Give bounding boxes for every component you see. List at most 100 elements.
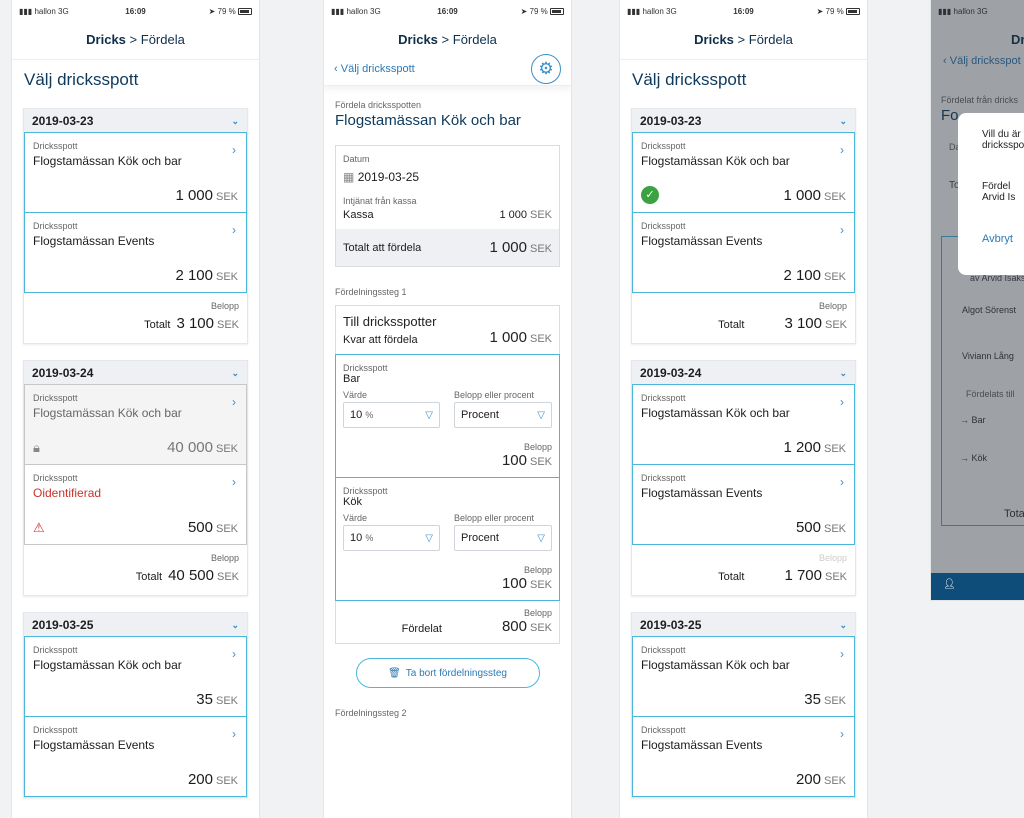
chevron-down-icon[interactable]: ⌄ xyxy=(231,367,239,378)
chevron-right-icon: › xyxy=(840,223,844,237)
target-pot-kok: Dricksspott Kök Värde Belopp eller procent… xyxy=(335,477,560,601)
chevron-down-icon[interactable]: ⌄ xyxy=(231,115,239,126)
battery-icon xyxy=(550,7,564,15)
date-value[interactable]: ▦ 2019-03-25 xyxy=(343,170,420,184)
day-group: 2019-03-25 ⌄ Dricksspott Flogstamässan Kök… xyxy=(23,612,248,798)
clock: 16:09 xyxy=(733,6,754,16)
phone-screen-2: ▮▮▮ hallon 3G 16:09 ➤ 79 % Dricks > Förd… xyxy=(324,0,571,818)
chevron-down-icon: ▽ xyxy=(425,409,433,421)
chevron-right-icon: › xyxy=(232,223,236,237)
clock: 16:09 xyxy=(125,6,146,16)
app-header: Dr xyxy=(1011,32,1024,47)
pot-card[interactable]: Dricksspott Flogstamässan Events › 200 SEK xyxy=(632,716,855,797)
pot-title: Flogstamässan Kök och bar xyxy=(335,112,521,129)
chevron-right-icon: › xyxy=(840,395,844,409)
back-bar: ‹ Välj dricksspott ⚙ xyxy=(324,52,571,86)
battery-icon xyxy=(846,7,860,15)
back-link[interactable]: ‹ Välj dricksspot xyxy=(943,55,1021,67)
carrier: ▮▮▮ hallon 3G xyxy=(938,6,988,16)
day-header[interactable]: 2019-03-23 ⌄ xyxy=(632,109,855,133)
phone-screen-3: ▮▮▮ hallon 3G 16:09 ➤ 79 % Dricks > Förd… xyxy=(620,0,867,818)
back-link[interactable]: ‹ Välj dricksspott xyxy=(334,62,415,75)
pot-card[interactable]: Dricksspott Flogstamässan Events › 500 SEK xyxy=(632,464,855,545)
chevron-down-icon[interactable]: ⌄ xyxy=(839,619,847,630)
day-total: Belopp Totalt 40 500 SEK xyxy=(135,553,239,584)
chevron-right-icon: › xyxy=(232,727,236,741)
day-total: Belopp Totalt 3 100 SEK xyxy=(144,301,239,332)
pot-card[interactable]: Dricksspott Flogstamässan Kök och bar › 1 2… xyxy=(632,384,855,465)
pot-card[interactable]: Dricksspott Flogstamässan Events › 2 100 SEK xyxy=(24,212,247,293)
day-group: 2019-03-24 ⌄ Dricksspott Flogstamässan Kök… xyxy=(631,360,856,596)
pot-card-distributed[interactable]: Dricksspott Flogstamässan Kök och bar › ✓ 1 … xyxy=(632,132,855,213)
pot-card[interactable]: Dricksspott Flogstamässan Kök och bar › 35 S… xyxy=(632,636,855,717)
remove-step-button[interactable]: 🗑︎ Ta bort fördelningssteg xyxy=(355,658,540,688)
date-label: Da xyxy=(949,142,961,152)
pot-card[interactable]: Dricksspott Flogstamässan Kök och bar › 1 0… xyxy=(24,132,247,213)
day-header[interactable]: 2019-03-23 ⌄ xyxy=(24,109,247,133)
chevron-right-icon: › xyxy=(232,395,236,409)
carrier: ▮▮▮ hallon 3G xyxy=(331,6,381,16)
checkmark-icon: ✓ xyxy=(641,186,659,204)
chevron-right-icon: › xyxy=(840,727,844,741)
chevron-right-icon: › xyxy=(232,647,236,661)
trash-icon: 🗑︎ xyxy=(388,667,401,679)
bottom-nav: 👤︎ xyxy=(931,573,1024,600)
phone-screen-1: ▮▮▮ hallon 3G 16:09 ➤ 79 % Dricks > Förd… xyxy=(12,0,259,818)
chevron-down-icon: ▽ xyxy=(537,532,545,544)
chevron-down-icon: ▽ xyxy=(537,409,545,421)
phone-screen-4: ▮▮▮ hallon 3G Dr ‹ Välj dricksspot Förde… xyxy=(931,0,1024,600)
day-group: 2019-03-23 ⌄ Dricksspott Flogstamässan Kök… xyxy=(631,108,856,344)
chevron-down-icon[interactable]: ⌄ xyxy=(231,619,239,630)
pot-card[interactable]: Dricksspott Flogstamässan Kök och bar › 35 S… xyxy=(24,636,247,717)
page-title: Välj dricksspott xyxy=(24,70,139,89)
type-select[interactable]: Procent ▽ xyxy=(454,402,552,428)
status-bar: ▮▮▮ hallon 3G 16:09 ➤ 79 % xyxy=(12,0,259,22)
chevron-down-icon: ▽ xyxy=(425,532,433,544)
app-header: Dricks > Fördela xyxy=(620,22,867,60)
summary-card: Datum ▦ 2019-03-25 Intjänat från kassa K… xyxy=(335,145,560,267)
chevron-right-icon: › xyxy=(840,647,844,661)
value-input[interactable]: 10 % ▽ xyxy=(343,525,440,551)
warning-icon: ⚠ xyxy=(33,520,45,535)
pot-card-locked[interactable]: Dricksspott Flogstamässan Kök och bar › 🔒︎ 4… xyxy=(24,384,247,465)
distribution-step: Till dricksspotter Kvar att fördela 1 000… xyxy=(335,305,560,644)
day-header[interactable]: 2019-03-24 ⌄ xyxy=(24,361,247,385)
modal-overlay[interactable] xyxy=(931,0,1024,600)
chevron-right-icon: › xyxy=(840,143,844,157)
section-subtitle: Fördela dricksspotten xyxy=(335,100,422,110)
app-header: Dricks > Fördela xyxy=(12,22,259,60)
type-select[interactable]: Procent ▽ xyxy=(454,525,552,551)
chevron-right-icon: › xyxy=(232,475,236,489)
carrier: ▮▮▮ hallon 3G xyxy=(19,6,69,16)
battery-icon xyxy=(238,7,252,15)
status-bar: ▮▮▮ hallon 3G xyxy=(931,0,1024,22)
day-header[interactable]: 2019-03-25 ⌄ xyxy=(24,613,247,637)
value-input[interactable]: 10 % ▽ xyxy=(343,402,440,428)
user-icon[interactable]: 👤︎ xyxy=(943,579,956,590)
pot-card[interactable]: Dricksspott Flogstamässan Events › 200 SEK xyxy=(24,716,247,797)
lock-icon: 🔒︎ xyxy=(33,440,40,455)
gear-icon[interactable]: ⚙ xyxy=(531,53,561,84)
step-label: Fördelningssteg 1 xyxy=(335,287,407,297)
day-group: 2019-03-25 ⌄ Dricksspott Flogstamässan Kök… xyxy=(631,612,856,798)
chevron-down-icon[interactable]: ⌄ xyxy=(839,115,847,126)
day-header[interactable]: 2019-03-24 ⌄ xyxy=(632,361,855,385)
pot-card[interactable]: Dricksspott Flogstamässan Events › 2 100 SEK xyxy=(632,212,855,293)
battery: ➤ 79 % xyxy=(521,7,564,16)
day-header[interactable]: 2019-03-25 ⌄ xyxy=(632,613,855,637)
app-header: Dricks > Fördela xyxy=(398,32,497,47)
battery: ➤ 79 % xyxy=(817,7,860,16)
chevron-down-icon[interactable]: ⌄ xyxy=(839,367,847,378)
day-group: 2019-03-24 ⌄ Dricksspott Flogstamässan Kök… xyxy=(23,360,248,596)
clock: 16:09 xyxy=(437,6,458,16)
status-bar: ▮▮▮ hallon 3G 16:09 ➤ 79 % xyxy=(324,0,571,22)
chevron-right-icon: › xyxy=(232,143,236,157)
pot-card-unidentified[interactable]: Dricksspott Oidentifierad › ⚠ 500 SEK xyxy=(24,464,247,545)
day-group: 2019-03-23 ⌄ Dricksspott Flogstamässan Kök… xyxy=(23,108,248,344)
target-pot-bar: Dricksspott Bar Värde Belopp eller procent… xyxy=(335,354,560,478)
distribution-box: av Arvid Isakss Algot Sörenst Viviann Lå… xyxy=(941,236,1024,526)
pot-title: Fo xyxy=(941,107,959,124)
battery: ➤ 79 % xyxy=(209,7,252,16)
status-bar: ▮▮▮ hallon 3G 16:09 ➤ 79 % xyxy=(620,0,867,22)
cancel-button[interactable]: Avbryt xyxy=(982,233,1013,245)
